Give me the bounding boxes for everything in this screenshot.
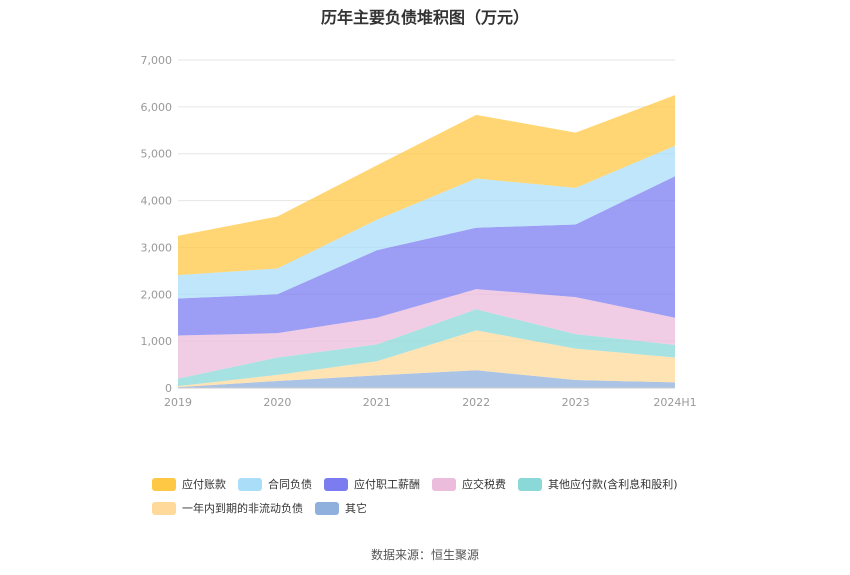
legend-swatch [152,501,176,515]
y-tick-label: 6,000 [141,101,173,114]
legend-item[interactable]: 其他应付款(含利息和股利) [518,476,678,492]
legend-row: 应付账款 合同负债 应付职工薪酬 应交税费 其他应付款(含利息和股利) [152,472,752,496]
x-tick-label: 2023 [562,396,590,409]
legend-label: 应付职工薪酬 [354,478,420,491]
legend-swatch [324,477,348,491]
x-tick-label: 2022 [462,396,490,409]
legend-label: 一年内到期的非流动负债 [182,502,303,515]
legend-swatch [518,477,542,491]
legend-item[interactable]: 其它 [315,500,367,516]
legend-label: 其他应付款(含利息和股利) [548,478,678,491]
legend-item[interactable]: 应交税费 [432,476,506,492]
y-tick-label: 5,000 [141,148,173,161]
area-series-6[interactable] [178,95,675,276]
area-series-1[interactable] [178,330,675,388]
y-tick-label: 4,000 [141,195,173,208]
y-tick-label: 0 [165,382,172,395]
legend-swatch [152,477,176,491]
y-tick-label: 1,000 [141,335,173,348]
y-tick-label: 2,000 [141,288,173,301]
legend-swatch [432,477,456,491]
chart-title: 历年主要负债堆积图（万元） [320,8,529,27]
area-series-4[interactable] [178,176,675,336]
legend-row: 一年内到期的非流动负债 其它 [152,496,752,520]
legend-label: 应交税费 [462,478,506,491]
legend-item[interactable]: 应付账款 [152,476,226,492]
area-series-3[interactable] [178,289,675,379]
legend-item[interactable]: 应付职工薪酬 [324,476,420,492]
legend-swatch [238,477,262,491]
x-tick-label: 2024H1 [653,396,696,409]
area-series-0[interactable] [178,370,675,388]
area-series-2[interactable] [178,309,675,387]
y-tick-label: 7,000 [141,54,173,67]
legend-item[interactable]: 合同负债 [238,476,312,492]
legend-label: 合同负债 [268,478,312,491]
x-tick-label: 2019 [164,396,192,409]
x-tick-label: 2021 [363,396,391,409]
legend-swatch [315,501,339,515]
data-source: 数据来源：恒生聚源 [370,548,479,562]
legend: 应付账款 合同负债 应付职工薪酬 应交税费 其他应付款(含利息和股利) 一年内到期的非流动… [152,472,752,520]
x-tick-label: 2020 [263,396,291,409]
legend-item[interactable]: 一年内到期的非流动负债 [152,500,303,516]
area-series-5[interactable] [178,145,675,299]
y-tick-label: 3,000 [141,241,173,254]
legend-label: 其它 [345,502,367,515]
legend-label: 应付账款 [182,478,226,491]
